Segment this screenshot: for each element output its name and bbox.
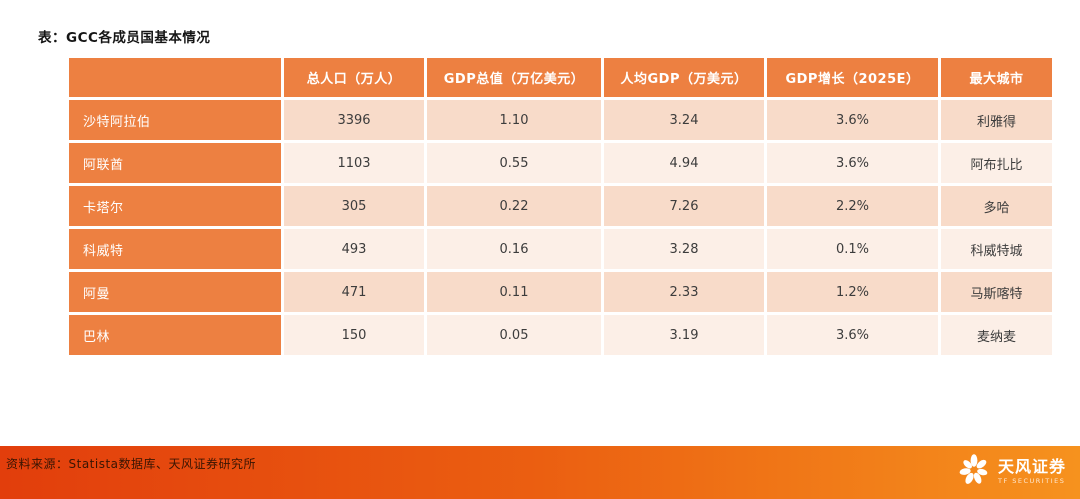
table-cell: 493	[284, 229, 424, 269]
table-cell: 3.24	[604, 100, 764, 140]
table-cell: 4.94	[604, 143, 764, 183]
column-header: 总人口（万人）	[284, 58, 424, 97]
table-cell: 305	[284, 186, 424, 226]
table-cell: 3.28	[604, 229, 764, 269]
table-cell: 阿布扎比	[941, 143, 1052, 183]
brand-name: 天风证券	[997, 457, 1066, 477]
column-header: 人均GDP（万美元）	[604, 58, 764, 97]
table-cell: 7.26	[604, 186, 764, 226]
column-header-empty	[69, 58, 281, 97]
table-cell: 3.6%	[767, 143, 938, 183]
table-cell: 科威特城	[941, 229, 1052, 269]
table-cell: 麦纳麦	[941, 315, 1052, 355]
gcc-members-table: 总人口（万人） GDP总值（万亿美元） 人均GDP（万美元） GDP增长（2025E）…	[66, 55, 1055, 358]
table-cell: 1.10	[427, 100, 601, 140]
table-cell: 1103	[284, 143, 424, 183]
table-cell: 0.11	[427, 272, 601, 312]
table-row: 卡塔尔 305 0.22 7.26 2.2% 多哈	[69, 186, 1052, 226]
table-cell: 0.16	[427, 229, 601, 269]
column-header: 最大城市	[941, 58, 1052, 97]
table-cell: 多哈	[941, 186, 1052, 226]
source-note: 资料来源：Statista数据库、天风证券研究所	[6, 457, 257, 471]
column-header: GDP增长（2025E）	[767, 58, 938, 97]
table-cell: 3396	[284, 100, 424, 140]
table-cell: 0.1%	[767, 229, 938, 269]
table-cell: 3.19	[604, 315, 764, 355]
row-header-country: 巴林	[69, 315, 281, 355]
row-header-country: 科威特	[69, 229, 281, 269]
table-cell: 1.2%	[767, 272, 938, 312]
tf-securities-flower-icon	[957, 453, 991, 491]
table-row: 科威特 493 0.16 3.28 0.1% 科威特城	[69, 229, 1052, 269]
table-cell: 3.6%	[767, 100, 938, 140]
table-cell: 0.55	[427, 143, 601, 183]
table-cell: 0.05	[427, 315, 601, 355]
brand-text-block: 天风证券 TF SECURITIES	[997, 457, 1066, 485]
table-cell: 150	[284, 315, 424, 355]
page-title: 表：GCC各成员国基本情况	[38, 30, 211, 46]
brand-subname: TF SECURITIES	[997, 476, 1066, 485]
table-row: 巴林 150 0.05 3.19 3.6% 麦纳麦	[69, 315, 1052, 355]
row-header-country: 卡塔尔	[69, 186, 281, 226]
table-cell: 利雅得	[941, 100, 1052, 140]
table-row: 阿联酋 1103 0.55 4.94 3.6% 阿布扎比	[69, 143, 1052, 183]
column-header: GDP总值（万亿美元）	[427, 58, 601, 97]
tf-securities-logo: 天风证券 TF SECURITIES	[957, 453, 1066, 491]
table-row: 阿曼 471 0.11 2.33 1.2% 马斯喀特	[69, 272, 1052, 312]
table-cell: 471	[284, 272, 424, 312]
table-cell: 2.33	[604, 272, 764, 312]
table-cell: 3.6%	[767, 315, 938, 355]
table-cell: 2.2%	[767, 186, 938, 226]
table-cell: 马斯喀特	[941, 272, 1052, 312]
row-header-country: 沙特阿拉伯	[69, 100, 281, 140]
footer-bar: 资料来源：Statista数据库、天风证券研究所 天风证券 TF SECURIT…	[0, 446, 1080, 499]
table-cell: 0.22	[427, 186, 601, 226]
row-header-country: 阿曼	[69, 272, 281, 312]
table-header-row: 总人口（万人） GDP总值（万亿美元） 人均GDP（万美元） GDP增长（2025E）…	[69, 58, 1052, 97]
row-header-country: 阿联酋	[69, 143, 281, 183]
table-row: 沙特阿拉伯 3396 1.10 3.24 3.6% 利雅得	[69, 100, 1052, 140]
